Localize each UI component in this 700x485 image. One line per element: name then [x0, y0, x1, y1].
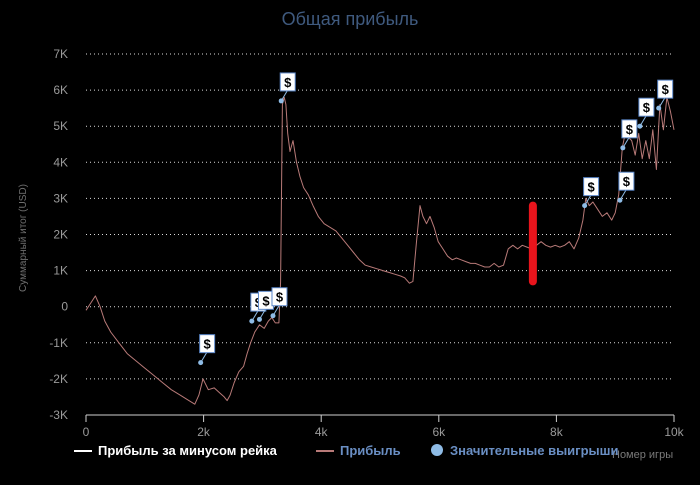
big-win-label: $ — [626, 122, 634, 137]
big-win-marker[interactable]: $ — [256, 290, 274, 322]
series-layer — [85, 96, 675, 405]
legend-label-net-profit: Прибыль за минусом рейка — [98, 443, 278, 458]
y-tick-label: -3K — [49, 408, 68, 422]
legend-swatch-big-wins — [431, 444, 443, 456]
marker-layer: $$$$$$$$$$ — [198, 72, 674, 366]
y-tick-label: 5K — [53, 119, 68, 133]
legend-item-big-wins[interactable]: Значительные выигрыши — [431, 443, 618, 458]
legend-label-profit: Прибыль — [340, 443, 401, 458]
big-win-label: $ — [262, 293, 270, 308]
big-win-marker[interactable]: $ — [617, 171, 635, 203]
y-axis-label: Суммарный итог (USD) — [18, 184, 29, 292]
series-line-profit — [85, 96, 675, 405]
x-tick-label: 8k — [550, 425, 564, 439]
big-win-label-box — [638, 97, 655, 117]
y-tick-label: 0 — [61, 300, 68, 314]
big-win-label-box — [271, 287, 288, 307]
x-tick-label: 4k — [315, 425, 329, 439]
big-win-point — [620, 145, 626, 151]
big-win-point — [617, 197, 623, 203]
legend-item-net-profit[interactable]: Прибыль за минусом рейка — [74, 443, 278, 458]
x-tick-label: 6k — [432, 425, 446, 439]
big-win-point — [637, 123, 643, 129]
big-win-point — [249, 318, 255, 324]
y-tick-label: 7K — [53, 47, 68, 61]
big-win-label-box — [279, 72, 296, 92]
big-win-marker[interactable]: $ — [278, 72, 296, 104]
legend-item-profit[interactable]: Прибыль — [316, 443, 401, 458]
big-win-label-box — [618, 171, 635, 191]
big-win-label-box — [657, 79, 674, 99]
big-win-label-box — [199, 334, 216, 354]
big-win-marker[interactable]: $ — [582, 177, 600, 209]
grid-layer — [86, 53, 674, 380]
y-tick-label: 2K — [53, 228, 68, 242]
big-win-point — [270, 313, 276, 319]
big-win-label: $ — [284, 75, 292, 90]
big-win-marker[interactable]: $ — [656, 79, 674, 111]
big-win-label-box — [583, 177, 600, 197]
big-win-point — [582, 203, 588, 209]
x-tick-label: 10k — [664, 425, 684, 439]
big-win-point — [656, 105, 662, 111]
big-win-label: $ — [643, 100, 651, 115]
y-tick-label: -2K — [49, 372, 68, 386]
x-axis-label: Номер игры — [612, 449, 673, 461]
y-tick-label: 6K — [53, 83, 68, 97]
big-win-marker[interactable]: $ — [198, 334, 216, 366]
axis-layer: -3K -2K -1K 0 1K 2K 3K 4K 5K 6K 7K 0 2k 4k 6k 8k 10k — [49, 47, 684, 439]
big-win-label: $ — [276, 290, 284, 305]
big-win-label: $ — [623, 174, 631, 189]
big-win-label: $ — [662, 82, 670, 97]
chart-title: Общая прибыль — [282, 9, 419, 29]
y-tick-label: 3K — [53, 191, 68, 205]
big-win-marker[interactable]: $ — [637, 97, 655, 129]
legend-label-big-wins: Значительные выигрыши — [450, 443, 618, 458]
big-win-point — [198, 360, 204, 366]
big-win-marker[interactable]: $ — [620, 119, 638, 151]
big-win-label: $ — [588, 180, 596, 195]
legend[interactable]: Прибыль за минусом рейка Прибыль Значите… — [74, 443, 618, 458]
big-win-label: $ — [204, 337, 212, 352]
x-tick-label: 2k — [197, 425, 211, 439]
big-win-marker[interactable]: $ — [270, 287, 288, 319]
y-tick-label: -1K — [49, 336, 68, 350]
y-tick-label: 4K — [53, 155, 68, 169]
x-tick-label: 0 — [83, 425, 90, 439]
big-win-point — [256, 316, 262, 322]
big-win-point — [278, 98, 284, 104]
y-tick-label: 1K — [53, 264, 68, 278]
big-win-label-box — [621, 119, 638, 139]
